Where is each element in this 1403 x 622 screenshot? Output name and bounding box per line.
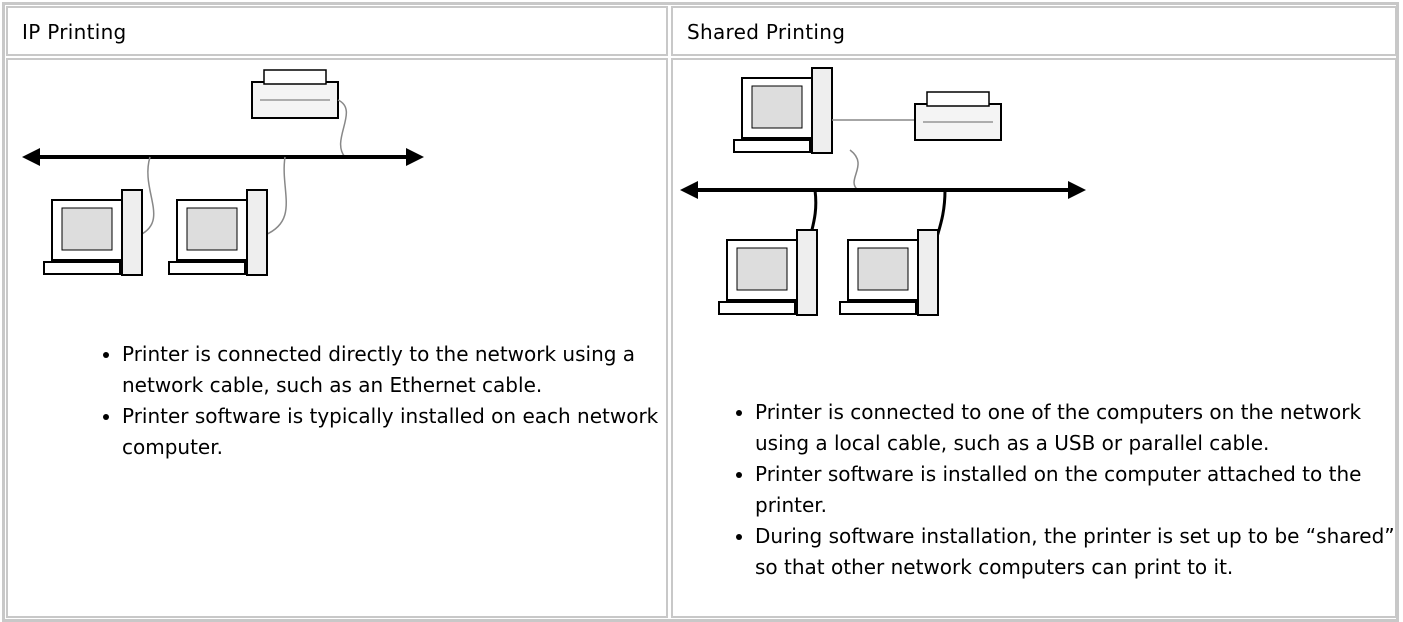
page: IP Printing Shared Printing	[0, 0, 1403, 598]
bullet-list: Printer is connected directly to the net…	[98, 339, 672, 463]
bullet-item: Printer software is typically installed …	[122, 401, 672, 463]
header-text: Shared Printing	[687, 20, 846, 44]
bullet-item: During software installation, the printe…	[755, 521, 1403, 583]
header-text: IP Printing	[22, 20, 127, 44]
shared-diagram	[680, 67, 1086, 316]
illustrations	[22, 67, 1086, 316]
bullet-list: Printer is connected to one of the compu…	[731, 397, 1403, 583]
bullet-item: Printer is connected directly to the net…	[122, 339, 672, 401]
ip-diagram	[22, 69, 424, 276]
bullet-item: Printer software is installed on the com…	[755, 459, 1403, 521]
header-cell: IP Printing	[6, 6, 668, 56]
bullet-item: Printer is connected to one of the compu…	[755, 397, 1403, 459]
header-cell: Shared Printing	[671, 6, 1397, 56]
